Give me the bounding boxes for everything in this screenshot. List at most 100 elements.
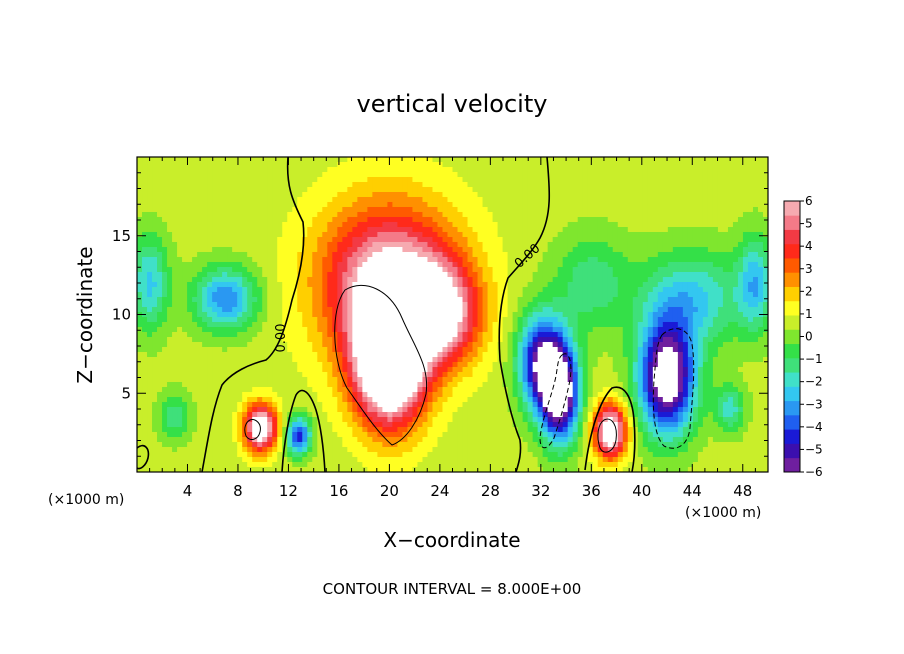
field-cell [352, 172, 358, 178]
field-cell [387, 332, 394, 338]
field-cell [647, 162, 654, 168]
field-cell [192, 182, 198, 188]
field-cell [442, 277, 449, 283]
field-cell [597, 307, 604, 313]
field-cell [432, 232, 439, 238]
field-cell [357, 212, 363, 218]
field-cell [142, 347, 148, 353]
field-cell [237, 222, 243, 228]
field-cell [542, 332, 549, 338]
field-cell [627, 197, 634, 203]
field-cell [592, 297, 599, 303]
field-cell [512, 262, 519, 268]
field-cell [662, 237, 669, 243]
field-cell [282, 212, 288, 218]
field-cell [682, 177, 689, 183]
field-cell [227, 167, 233, 173]
field-cell [552, 232, 559, 238]
field-cell [477, 297, 484, 303]
field-cell [137, 207, 143, 213]
field-cell [337, 237, 343, 243]
field-cell [522, 317, 529, 323]
field-cell [417, 347, 424, 353]
field-cell [237, 187, 243, 193]
field-cell [497, 342, 504, 348]
field-cell [747, 252, 754, 258]
field-cell [342, 282, 348, 288]
field-cell [417, 262, 424, 268]
field-cell [342, 167, 348, 173]
field-cell [197, 197, 203, 203]
field-cell [197, 237, 203, 243]
field-cell [412, 277, 419, 283]
field-cell [547, 237, 554, 243]
field-cell [202, 237, 208, 243]
field-cell [222, 247, 228, 253]
field-cell [522, 257, 529, 263]
field-cell [422, 262, 429, 268]
field-cell [412, 282, 419, 288]
field-cell [452, 282, 459, 288]
field-cell [757, 222, 764, 228]
field-cell [632, 257, 639, 263]
field-cell [457, 327, 464, 333]
field-cell [242, 187, 248, 193]
field-cell [677, 337, 684, 343]
field-cell [227, 182, 233, 188]
field-cell [402, 182, 409, 188]
field-cell [162, 242, 168, 248]
field-cell [592, 162, 599, 168]
field-cell [622, 257, 629, 263]
field-cell [137, 237, 143, 243]
field-cell [702, 207, 709, 213]
field-cell [192, 242, 198, 248]
field-cell [602, 207, 609, 213]
field-cell [197, 192, 203, 198]
field-cell [457, 282, 464, 288]
field-cell [427, 252, 434, 258]
field-cell [227, 282, 233, 288]
field-cell [642, 277, 649, 283]
field-cell [282, 312, 288, 318]
field-cell [517, 197, 524, 203]
field-cell [447, 322, 454, 328]
field-cell [442, 207, 449, 213]
field-cell [142, 262, 148, 268]
field-cell [242, 177, 248, 183]
field-cell [627, 237, 634, 243]
field-cell [287, 262, 293, 268]
field-cell [327, 287, 333, 293]
field-cell [522, 272, 529, 278]
field-cell [482, 292, 489, 298]
field-cell [262, 157, 268, 163]
field-cell [672, 162, 679, 168]
field-cell [187, 167, 193, 173]
field-cell [747, 227, 754, 233]
field-cell [187, 237, 193, 243]
field-cell [447, 197, 454, 203]
field-cell [647, 332, 654, 338]
field-cell [322, 282, 328, 288]
field-cell [607, 202, 614, 208]
field-cell [302, 302, 308, 308]
field-cell [642, 247, 649, 253]
field-cell [202, 202, 208, 208]
field-cell [382, 207, 388, 213]
field-cell [382, 337, 388, 343]
field-cell [612, 332, 619, 338]
field-cell [507, 237, 514, 243]
field-cell [587, 242, 594, 248]
field-cell [332, 307, 338, 313]
field-cell [567, 177, 574, 183]
field-cell [182, 242, 188, 248]
field-cell [707, 217, 714, 223]
field-cell [227, 332, 233, 338]
field-cell [662, 267, 669, 273]
field-cell [372, 187, 378, 193]
field-cell [602, 192, 609, 198]
field-cell [227, 162, 233, 168]
field-cell [357, 277, 363, 283]
field-cell [527, 327, 534, 333]
field-cell [277, 207, 283, 213]
field-cell [582, 162, 589, 168]
